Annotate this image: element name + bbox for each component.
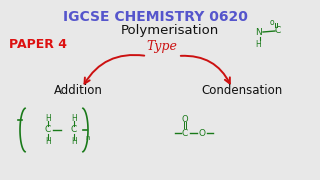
Text: H: H [45,114,51,123]
Text: O: O [182,114,188,123]
Text: IGCSE CHEMISTRY 0620: IGCSE CHEMISTRY 0620 [63,10,247,24]
Text: H: H [255,40,261,49]
Text: H: H [71,138,77,147]
Text: C: C [275,26,281,35]
Text: C: C [182,129,188,138]
Text: O: O [198,129,205,138]
Text: PAPER 4: PAPER 4 [9,38,67,51]
Text: H: H [71,114,77,123]
Text: o: o [270,18,274,27]
Text: N: N [255,28,261,37]
Text: C: C [71,125,77,134]
Text: n: n [86,135,90,141]
Text: C: C [45,125,51,134]
Text: Addition: Addition [53,84,102,97]
Text: Condensation: Condensation [201,84,283,97]
Text: Type: Type [147,40,177,53]
Text: H: H [45,138,51,147]
Text: Polymerisation: Polymerisation [121,24,219,37]
